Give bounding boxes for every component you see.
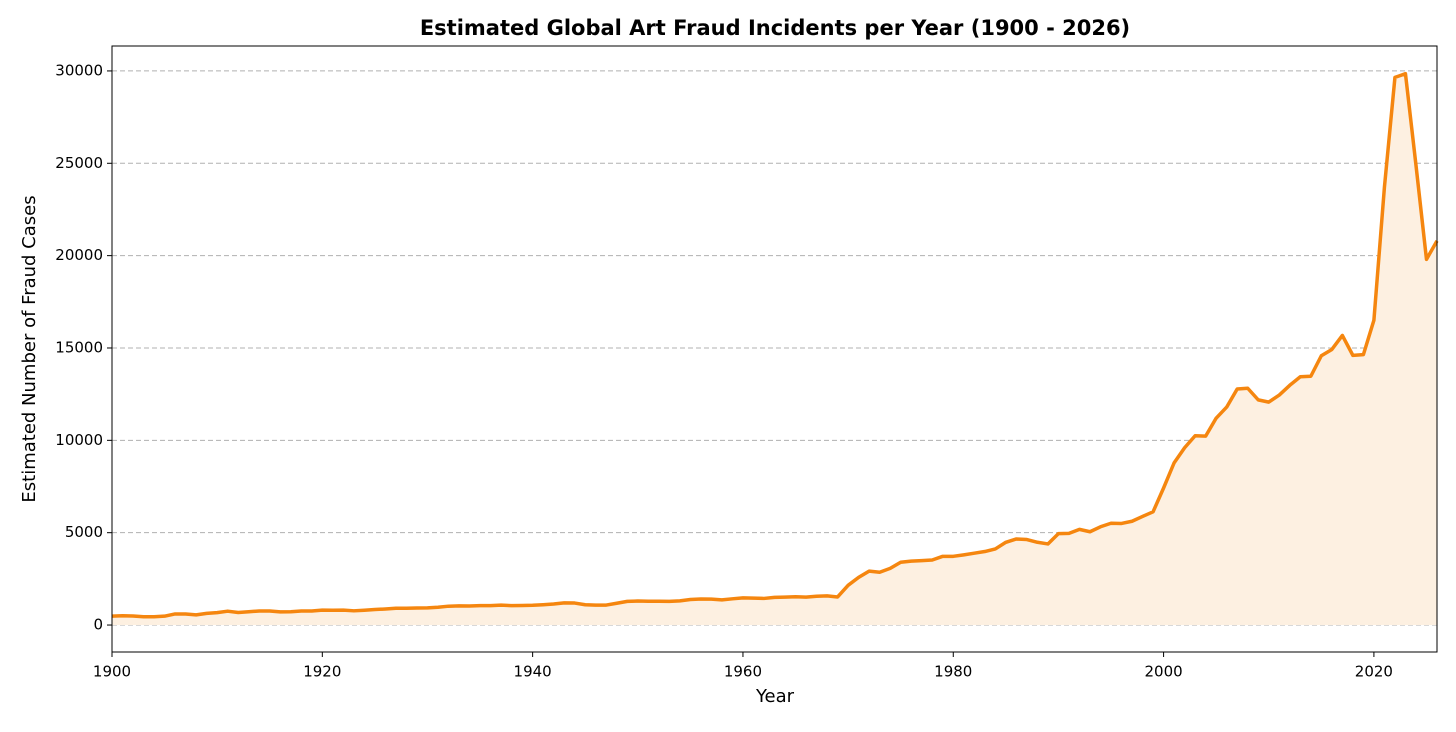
x-tick-label: 1920 <box>303 663 341 681</box>
y-tick-label: 5000 <box>65 523 103 541</box>
plot-frame <box>111 45 1438 653</box>
area <box>112 73 1437 626</box>
y-tick-label: 30000 <box>55 61 103 79</box>
y-tick-label: 15000 <box>55 338 103 356</box>
x-tick-label: 1940 <box>514 663 552 681</box>
x-tick-label: 2020 <box>1355 663 1393 681</box>
y-tick-label: 0 <box>93 616 103 634</box>
y-tick-label: 10000 <box>55 431 103 449</box>
y-axis-label: Estimated Number of Fraud Cases <box>19 195 40 502</box>
chart-title: Estimated Global Art Fraud Incidents per… <box>420 16 1130 40</box>
y-tick-label: 20000 <box>55 246 103 264</box>
y-tick-label: 25000 <box>55 154 103 172</box>
x-tick-label: 1980 <box>934 663 972 681</box>
x-tick-label: 2000 <box>1144 663 1182 681</box>
x-axis-label: Year <box>755 686 795 707</box>
line <box>111 71 1439 619</box>
x-tick-label: 1960 <box>724 663 762 681</box>
x-tick-label: 1900 <box>93 663 131 681</box>
